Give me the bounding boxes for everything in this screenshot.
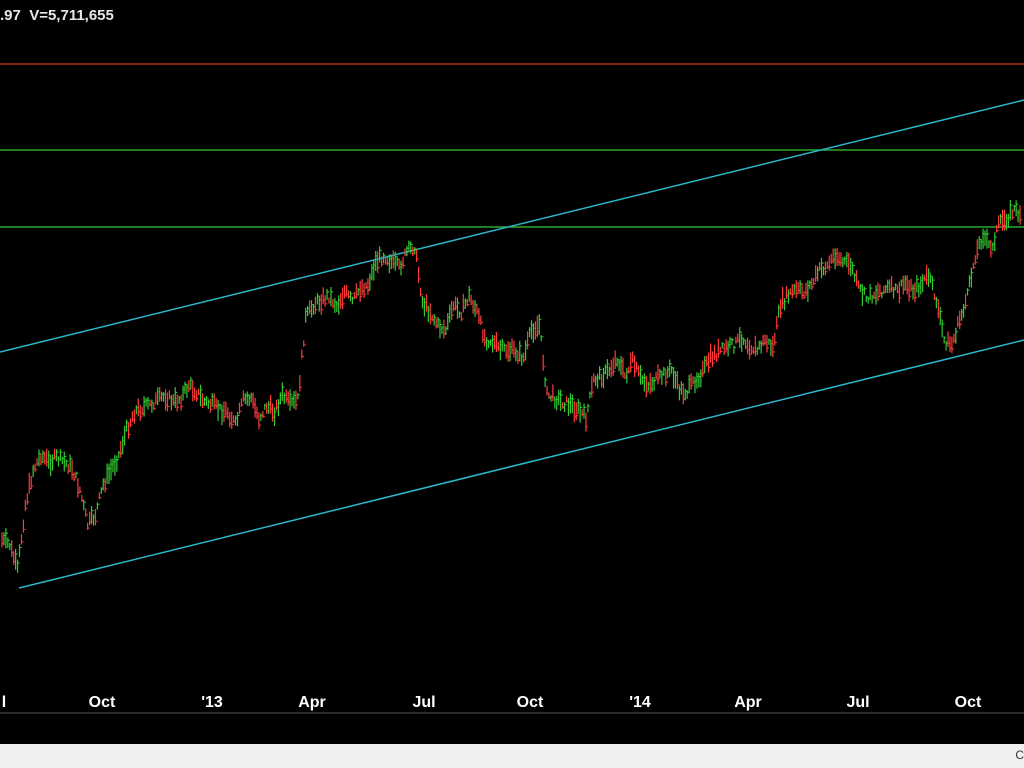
x-axis-ticks: l Oct '13 Apr Jul Oct '14 Apr Jul Oct — [2, 694, 982, 711]
status-bar: C — [0, 744, 1024, 768]
x-tick-label: Oct — [89, 694, 116, 711]
x-tick-label: Jul — [412, 694, 435, 711]
x-tick-label: Apr — [298, 694, 326, 711]
price-bars — [1, 199, 1023, 573]
status-text: C — [1015, 748, 1024, 762]
x-tick-label: Jul — [846, 694, 869, 711]
horizontal-levels — [0, 63, 1024, 228]
x-tick-label: Oct — [517, 694, 544, 711]
x-tick-label: '14 — [629, 694, 651, 711]
channel-upper-line — [0, 99, 1024, 353]
volume-readout: V=5,711,655 — [29, 7, 114, 24]
x-tick-label: '13 — [201, 694, 223, 711]
x-tick-label: Oct — [955, 694, 982, 711]
channel-lines — [0, 99, 1024, 589]
x-tick-label: l — [2, 694, 6, 711]
price-fragment: .97 — [0, 7, 21, 24]
price-volume-readout: .97 V=5,711,655 — [0, 7, 114, 24]
x-tick-label: Apr — [734, 694, 762, 711]
channel-lower-line — [18, 339, 1024, 589]
price-chart[interactable]: l Oct '13 Apr Jul Oct '14 Apr Jul Oct — [0, 0, 1024, 744]
